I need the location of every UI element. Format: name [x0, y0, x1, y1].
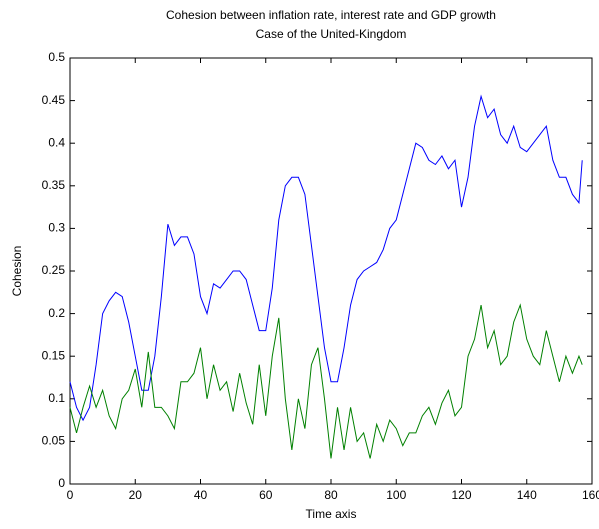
y-axis-label: Cohesion [10, 246, 24, 297]
x-axis-label: Time axis [306, 507, 357, 521]
y-tick-label: 0.05 [42, 434, 66, 448]
x-tick-label: 140 [517, 488, 537, 502]
plot-area [69, 57, 593, 485]
x-tick-label: 60 [259, 488, 273, 502]
y-tick-label: 0.45 [42, 93, 66, 107]
y-tick-label: 0.35 [42, 178, 66, 192]
line-series [69, 303, 583, 459]
x-tick-label: 100 [386, 488, 406, 502]
x-tick-label: 40 [194, 488, 208, 502]
x-tick-label: 0 [67, 488, 74, 502]
y-tick-label: 0.2 [48, 306, 65, 320]
y-tick-label: 0 [58, 476, 65, 490]
x-tick-label: 160 [582, 488, 599, 502]
y-tick-label: 0.1 [48, 391, 65, 405]
y-tick-label: 0.3 [48, 221, 65, 235]
y-tick-label: 0.5 [48, 50, 65, 64]
y-tick-label: 0.25 [42, 263, 66, 277]
x-tick-label: 120 [451, 488, 471, 502]
x-tick-label: 80 [324, 488, 338, 502]
y-tick-label: 0.4 [48, 135, 65, 149]
line-series [69, 94, 583, 422]
chart-subtitle: Case of the United-Kingdom [256, 27, 407, 41]
y-tick-label: 0.15 [42, 348, 66, 362]
chart-title: Cohesion between inflation rate, interes… [166, 8, 496, 22]
x-tick-label: 20 [129, 488, 143, 502]
